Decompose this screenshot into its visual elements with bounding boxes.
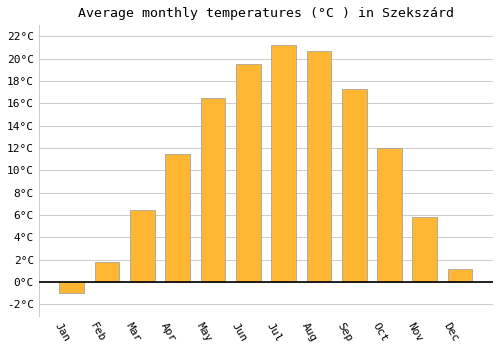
- Bar: [412, 217, 437, 282]
- Bar: [236, 64, 260, 282]
- Bar: [166, 154, 190, 282]
- Bar: [306, 51, 331, 282]
- Bar: [130, 210, 155, 282]
- Title: Average monthly temperatures (°C ) in Szekszárd: Average monthly temperatures (°C ) in Sz…: [78, 7, 454, 20]
- Bar: [342, 89, 366, 282]
- Bar: [271, 46, 296, 282]
- Bar: [94, 262, 120, 282]
- Bar: [200, 98, 226, 282]
- Bar: [448, 269, 472, 282]
- Bar: [60, 282, 84, 293]
- Bar: [377, 148, 402, 282]
